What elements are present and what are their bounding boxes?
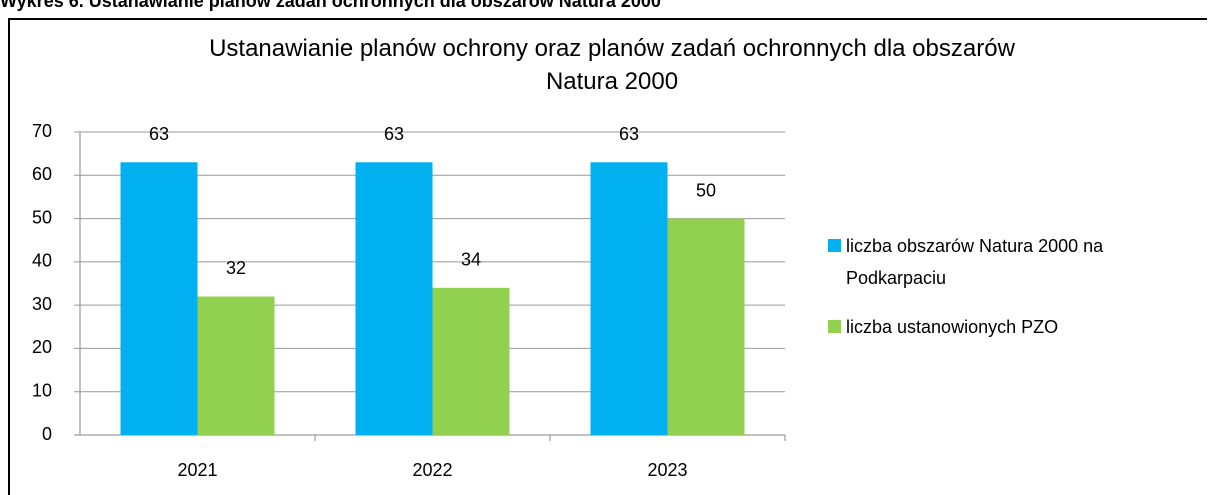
chart-title: Ustanawianie planów ochrony oraz planów …	[209, 35, 1015, 95]
y-tick-label: 60	[32, 164, 52, 184]
bar	[120, 162, 198, 436]
bar	[355, 162, 433, 436]
legend-entry: liczba ustanowionych PZO	[828, 311, 1188, 343]
legend-label: liczba ustanowionych PZO	[846, 317, 1059, 337]
header: Wykres 6. Ustanawianie planów zadań ochr…	[0, 0, 661, 11]
legend-label: liczba obszarów Natura 2000 na Podkarpac…	[846, 236, 1104, 288]
data-label: 34	[461, 250, 481, 270]
legend-swatch	[828, 239, 841, 252]
chart-frame	[8, 18, 1207, 495]
bar	[197, 296, 275, 435]
x-tick-label: 2022	[412, 460, 452, 480]
y-tick-label: 50	[32, 207, 52, 227]
y-tick-label: 20	[32, 337, 52, 357]
data-label: 50	[696, 180, 716, 200]
bar	[590, 162, 668, 436]
y-tick-label: 40	[32, 251, 52, 271]
legend-entry: liczba obszarów Natura 2000 na Podkarpac…	[828, 230, 1188, 294]
y-tick-label: 0	[42, 424, 52, 444]
y-tick-label: 70	[32, 121, 52, 141]
x-tick-label: 2021	[177, 460, 217, 480]
legend-swatch	[828, 320, 841, 333]
y-tick-label: 30	[32, 294, 52, 314]
x-tick-label: 2023	[647, 460, 687, 480]
bar	[432, 287, 510, 435]
data-label: 63	[384, 124, 404, 144]
data-label: 63	[149, 124, 169, 144]
bar	[667, 218, 745, 435]
y-tick-label: 10	[32, 380, 52, 400]
data-label: 63	[619, 124, 639, 144]
data-label: 32	[226, 258, 246, 278]
